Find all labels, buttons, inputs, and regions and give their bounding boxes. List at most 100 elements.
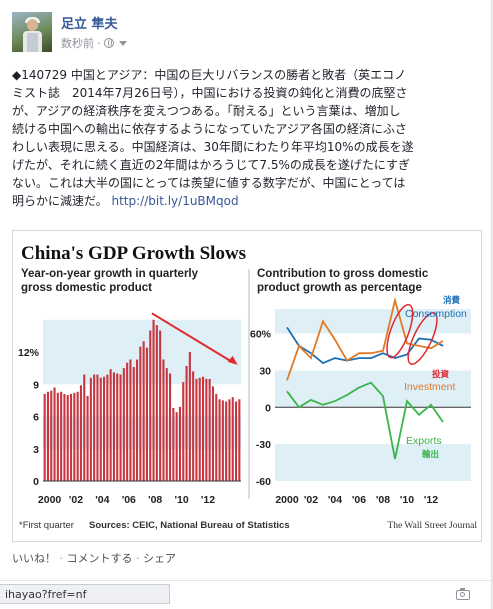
avatar-head xyxy=(27,19,38,31)
post-text-line: わしい表現に思える。中国経済は、30年間にわたり年平均10%の成長を遂 xyxy=(12,140,414,154)
trend-arrow xyxy=(151,312,235,364)
highlight-circle xyxy=(386,303,414,359)
post-body: ◆140729 中国とアジア：中国の巨大リバランスの勝者と敗者（英エコノ ミスト… xyxy=(12,66,479,210)
like-link[interactable]: いいね！ xyxy=(12,552,56,565)
bar xyxy=(86,396,89,481)
bar xyxy=(175,412,178,481)
chart-subtitle: product growth as percentage xyxy=(257,282,422,294)
bar xyxy=(83,374,86,481)
bar xyxy=(70,393,73,481)
avatar[interactable] xyxy=(12,12,52,52)
action-separator: · xyxy=(56,552,67,565)
bar xyxy=(112,372,115,481)
bar xyxy=(66,395,69,481)
series-label: Investment xyxy=(404,381,455,393)
chevron-down-icon[interactable] xyxy=(118,40,127,46)
post-text-line-segment: ない。これは大半の国にとっては羨望に値する数字だが、中国にとっては xyxy=(12,176,406,190)
comment-link[interactable]: コメントする xyxy=(66,552,133,565)
share-link[interactable]: シェア xyxy=(143,552,176,565)
bar xyxy=(172,407,175,481)
series-line-exports xyxy=(286,381,444,460)
series-label-local: 消費 xyxy=(443,295,461,306)
x-tick-label: '02 xyxy=(304,494,318,506)
bar xyxy=(192,371,195,481)
chart-svg: China's GDP Growth Slows Year-on-year gro… xyxy=(18,243,477,531)
y-tick-label: -60 xyxy=(256,476,271,488)
bar xyxy=(103,376,106,481)
camera-icon[interactable] xyxy=(456,588,470,600)
bar xyxy=(185,365,188,481)
post-actions: いいね！ · コメントする · シェア xyxy=(12,550,176,566)
chart-band xyxy=(43,352,241,385)
bar xyxy=(231,397,234,481)
bar xyxy=(46,391,49,481)
trend-arrow-head xyxy=(227,355,238,365)
bar xyxy=(60,391,63,481)
x-tick-label: '12 xyxy=(424,494,438,506)
x-tick-label: '04 xyxy=(95,494,109,506)
chart-band xyxy=(275,309,471,334)
chart-publisher: The Wall Street Journal xyxy=(387,521,477,531)
chart-title: China's GDP Growth Slows xyxy=(21,243,246,264)
x-tick-label: '02 xyxy=(69,494,83,506)
bar xyxy=(79,385,82,481)
bar xyxy=(165,368,168,481)
bar xyxy=(96,374,99,481)
post-link[interactable]: http://bit.ly/1uBMqod xyxy=(111,194,239,208)
series-label-local: 投資 xyxy=(432,369,450,380)
chart-subtitle: gross domestic product xyxy=(21,282,152,294)
status-bar-url: ihayao?fref=nf xyxy=(0,584,170,604)
bar xyxy=(225,401,228,481)
bar xyxy=(215,393,218,481)
avatar-shirt xyxy=(27,33,38,52)
chart-sources: Sources: CEIC, National Bureau of Statis… xyxy=(89,520,290,531)
bar xyxy=(136,359,139,481)
timestamp[interactable]: 数秒前 xyxy=(61,37,94,50)
bar xyxy=(139,346,142,481)
post-text-line: 続ける中国への輸出に依存するようになっていたアジア各国の経済にふさ xyxy=(12,122,407,136)
bar xyxy=(162,359,165,481)
bar xyxy=(129,359,132,481)
bar xyxy=(195,378,198,481)
series-line-investment xyxy=(286,296,444,381)
x-tick-label: '10 xyxy=(175,494,189,506)
bar xyxy=(235,401,238,481)
meta-separator: · xyxy=(97,36,101,50)
post-text-line: ◆140729 中国とアジア：中国の巨大リバランスの勝者と敗者（英エコノ xyxy=(12,68,407,82)
bar xyxy=(50,390,53,481)
highlight-circle xyxy=(407,312,438,365)
post-text-line: ミスト誌 2014年7月26日号），中国における投資の鈍化と消費の底堅さ xyxy=(12,86,408,100)
chart-graphic[interactable]: China's GDP Growth Slows Year-on-year gro… xyxy=(12,230,482,542)
author-name[interactable]: 足立 隼夫 xyxy=(61,17,118,32)
bar xyxy=(211,386,214,481)
y-tick-label: 3 xyxy=(33,444,39,456)
action-separator: · xyxy=(132,552,143,565)
bar xyxy=(178,406,181,481)
bar xyxy=(142,341,145,481)
globe-icon[interactable] xyxy=(103,38,114,48)
x-tick-label: '06 xyxy=(122,494,136,506)
bar xyxy=(202,376,205,481)
x-tick-label: '08 xyxy=(376,494,390,506)
y-tick-label: 0 xyxy=(33,476,39,488)
x-tick-label: '10 xyxy=(400,494,414,506)
bar xyxy=(132,367,135,481)
bar xyxy=(73,392,76,481)
x-tick-label: '06 xyxy=(352,494,366,506)
chart-band xyxy=(43,416,241,449)
chart-subtitle: Year-on-year growth in quarterly xyxy=(21,268,199,280)
divider xyxy=(0,580,491,581)
bar xyxy=(99,377,102,481)
bar xyxy=(218,399,221,481)
bar xyxy=(106,374,109,481)
bar xyxy=(93,374,96,481)
post-text-line-segment: 明らかに減速だ。 xyxy=(12,194,108,208)
bar xyxy=(152,319,155,481)
x-tick-label: 2000 xyxy=(275,494,299,506)
y-tick-label: -30 xyxy=(256,439,271,451)
post-text-line: ない。これは大半の国にとっては羨望に値する数字だが、中国にとっては xyxy=(12,174,479,192)
bar xyxy=(116,373,119,481)
post-text-line: が、アジアの経済秩序を変えつつある。「耐える」という言葉は、増加し xyxy=(12,104,401,118)
bar xyxy=(169,373,172,481)
y-tick-label: 30 xyxy=(259,365,271,377)
